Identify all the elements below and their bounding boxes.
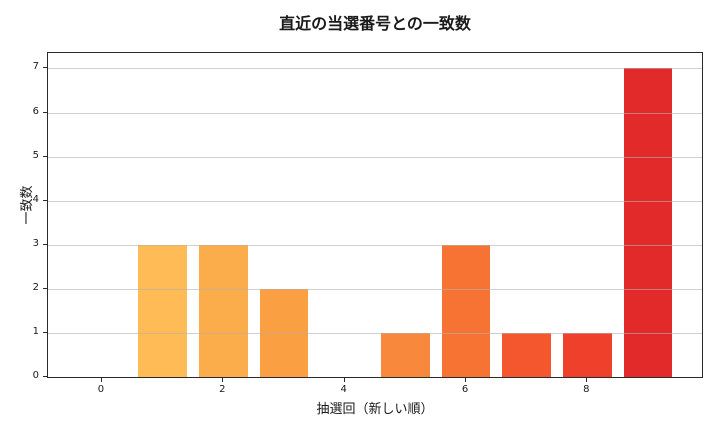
chart-title: 直近の当選番号との一致数 bbox=[279, 14, 471, 33]
y-tick-label: 5 bbox=[32, 149, 39, 161]
y-tick-label: 3 bbox=[32, 237, 39, 249]
x-tick-label: 4 bbox=[340, 384, 347, 395]
bar bbox=[381, 332, 430, 377]
y-tick-mark bbox=[43, 111, 47, 113]
gridline bbox=[48, 244, 702, 246]
y-tick-mark bbox=[43, 287, 47, 289]
y-axis-label: 一致数 bbox=[20, 185, 36, 225]
bar bbox=[441, 244, 491, 377]
x-tick-mark bbox=[100, 378, 102, 382]
y-tick-label: 0 bbox=[32, 370, 39, 381]
x-tick-label: 6 bbox=[461, 384, 469, 395]
y-tick-label: 1 bbox=[32, 325, 39, 337]
x-tick-mark bbox=[222, 378, 224, 382]
y-tick-label: 6 bbox=[32, 105, 39, 117]
x-tick-mark bbox=[343, 378, 345, 382]
gridline bbox=[48, 200, 702, 202]
x-tick-mark bbox=[465, 378, 466, 382]
x-axis-label: 抽選回（新しい順） bbox=[316, 402, 434, 417]
y-tick-mark bbox=[43, 67, 47, 69]
y-tick-mark bbox=[43, 199, 47, 201]
y-tick-mark bbox=[43, 243, 47, 245]
gridline bbox=[48, 332, 702, 334]
y-tick-mark bbox=[43, 331, 47, 333]
plot-area bbox=[47, 52, 703, 378]
bar bbox=[502, 332, 551, 377]
gridline bbox=[48, 156, 702, 158]
gridline bbox=[48, 288, 702, 290]
y-tick-label: 4 bbox=[32, 193, 39, 205]
bar bbox=[623, 68, 673, 377]
bar bbox=[563, 332, 612, 377]
y-tick-label: 2 bbox=[32, 281, 39, 293]
x-tick-mark bbox=[586, 378, 588, 382]
y-tick-mark bbox=[43, 376, 47, 377]
x-tick-label: 0 bbox=[97, 384, 105, 395]
bar bbox=[138, 244, 187, 377]
y-tick-mark bbox=[43, 155, 47, 157]
x-tick-label: 8 bbox=[583, 384, 590, 395]
gridline bbox=[48, 68, 702, 70]
gridline bbox=[48, 112, 702, 114]
y-tick-label: 7 bbox=[32, 61, 39, 73]
bar bbox=[199, 244, 248, 377]
x-tick-label: 2 bbox=[219, 384, 226, 395]
